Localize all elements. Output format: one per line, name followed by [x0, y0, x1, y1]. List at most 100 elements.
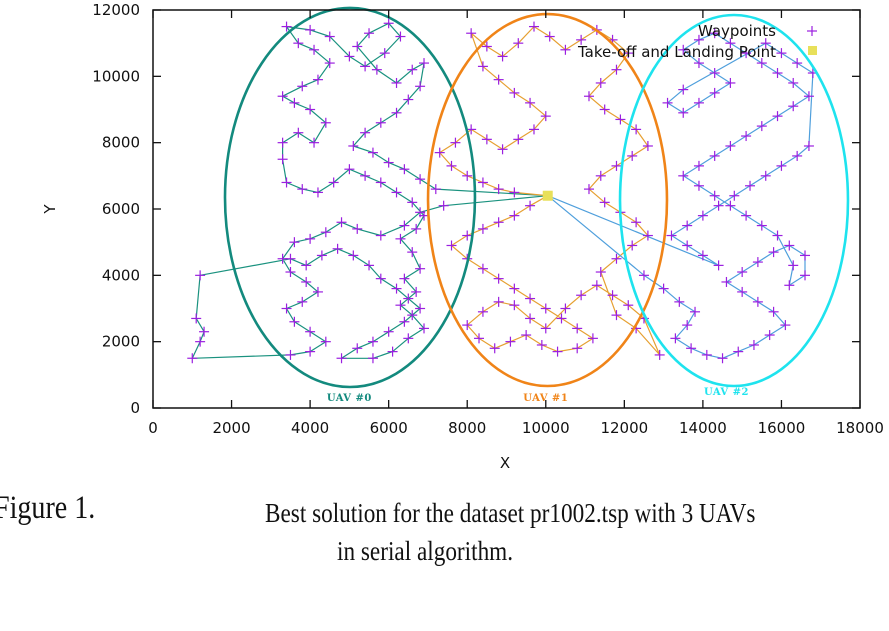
waypoint-marker — [387, 346, 398, 357]
waypoint-marker — [713, 200, 724, 211]
waypoint-marker — [525, 293, 536, 304]
waypoint-marker — [277, 91, 288, 102]
waypoint-marker — [525, 313, 536, 324]
figure-number: Figure 1. — [0, 490, 96, 526]
waypoint-marker — [576, 290, 587, 301]
waypoint-marker — [697, 210, 708, 221]
waypoint-marker — [383, 326, 394, 337]
waypoint-marker — [800, 270, 811, 281]
waypoint-marker — [391, 77, 402, 88]
waypoint-marker — [678, 44, 689, 55]
waypoint-marker — [403, 333, 414, 344]
waypoint-marker — [312, 187, 323, 198]
waypoint-marker — [434, 147, 445, 158]
waypoint-marker — [654, 349, 665, 360]
y-axis-label: Y — [41, 204, 59, 215]
waypoint-marker — [383, 18, 394, 29]
waypoint-marker — [383, 157, 394, 168]
waypoint-marker — [289, 316, 300, 327]
waypoint-marker — [297, 184, 308, 195]
waypoint-marker — [670, 333, 681, 344]
waypoint-marker — [717, 353, 728, 364]
waypoint-marker — [552, 346, 563, 357]
waypoint-marker — [615, 114, 626, 125]
waypoint-marker — [741, 131, 752, 142]
waypoint-marker — [760, 170, 771, 181]
waypoint-marker — [682, 220, 693, 231]
waypoint-marker — [607, 290, 618, 301]
waypoint-marker — [462, 170, 473, 181]
waypoint-marker — [631, 124, 642, 135]
y-tick-label: 8000 — [102, 134, 140, 152]
waypoint-marker — [745, 180, 756, 191]
waypoint-marker — [662, 97, 673, 108]
waypoint-marker — [344, 51, 355, 62]
waypoint-marker — [352, 343, 363, 354]
waypoint-marker — [741, 210, 752, 221]
waypoint-marker — [572, 323, 583, 334]
waypoint-marker — [493, 296, 504, 307]
waypoint-marker — [336, 217, 347, 228]
waypoint-marker — [493, 217, 504, 228]
waypoint-marker — [415, 263, 426, 274]
waypoint-marker — [509, 300, 520, 311]
tick-labels: 0 2000 4000 6000 8000 10000 12000 14000 16000 180… — [92, 1, 884, 437]
waypoint-marker — [281, 21, 292, 32]
waypoint-marker — [430, 184, 441, 195]
waypoint-marker — [407, 247, 418, 258]
waypoint-marker — [642, 140, 653, 151]
waypoint-marker — [725, 38, 736, 49]
x-axis-label: X — [500, 454, 510, 472]
waypoint-marker — [611, 160, 622, 171]
waypoint-marker — [784, 240, 795, 251]
waypoint-marker — [360, 170, 371, 181]
waypoint-marker — [391, 107, 402, 118]
waypoint-marker — [403, 94, 414, 105]
waypoint-marker — [776, 160, 787, 171]
takeoff-point-marker — [542, 190, 553, 201]
waypoint-marker — [395, 31, 406, 42]
waypoint-marker — [328, 177, 339, 188]
waypoint-marker — [591, 280, 602, 291]
waypoint-marker — [713, 260, 724, 271]
waypoint-marker — [477, 263, 488, 274]
legend-plus-icon — [807, 26, 817, 36]
waypoint-marker — [595, 170, 606, 181]
x-tick-label: 6000 — [370, 419, 408, 437]
waypoint-marker — [611, 310, 622, 321]
waypoint-marker — [199, 326, 210, 337]
y-tick-label: 4000 — [102, 266, 140, 284]
waypoint-marker — [281, 177, 292, 188]
waypoint-marker — [391, 283, 402, 294]
waypoint-marker — [752, 257, 763, 268]
waypoint-marker — [399, 164, 410, 175]
waypoint-marker — [693, 160, 704, 171]
waypoint-marker — [403, 293, 414, 304]
waypoint-marker — [756, 220, 767, 231]
waypoint-marker — [352, 223, 363, 234]
waypoint-marker — [803, 91, 814, 102]
waypoint-marker — [631, 217, 642, 228]
waypoint-marker — [729, 190, 740, 201]
waypoint-marker — [772, 111, 783, 122]
waypoint-marker — [525, 97, 536, 108]
waypoint-marker — [336, 353, 347, 364]
waypoint-marker — [395, 300, 406, 311]
waypoint-marker — [682, 320, 693, 331]
waypoint-marker — [788, 77, 799, 88]
waypoint-marker — [301, 276, 312, 287]
waypoint-marker — [678, 107, 689, 118]
waypoint-marker — [788, 260, 799, 271]
waypoint-marker — [521, 330, 532, 341]
waypoint-marker — [737, 286, 748, 297]
waypoint-marker — [505, 336, 516, 347]
waypoint-marker — [305, 24, 316, 35]
waypoint-marker — [784, 280, 795, 291]
waypoint-marker — [277, 137, 288, 148]
waypoint-marker — [446, 160, 457, 171]
waypoint-marker — [371, 64, 382, 75]
waypoint-marker — [772, 230, 783, 241]
waypoint-marker — [623, 300, 634, 311]
waypoint-marker — [438, 200, 449, 211]
waypoint-marker — [509, 87, 520, 98]
